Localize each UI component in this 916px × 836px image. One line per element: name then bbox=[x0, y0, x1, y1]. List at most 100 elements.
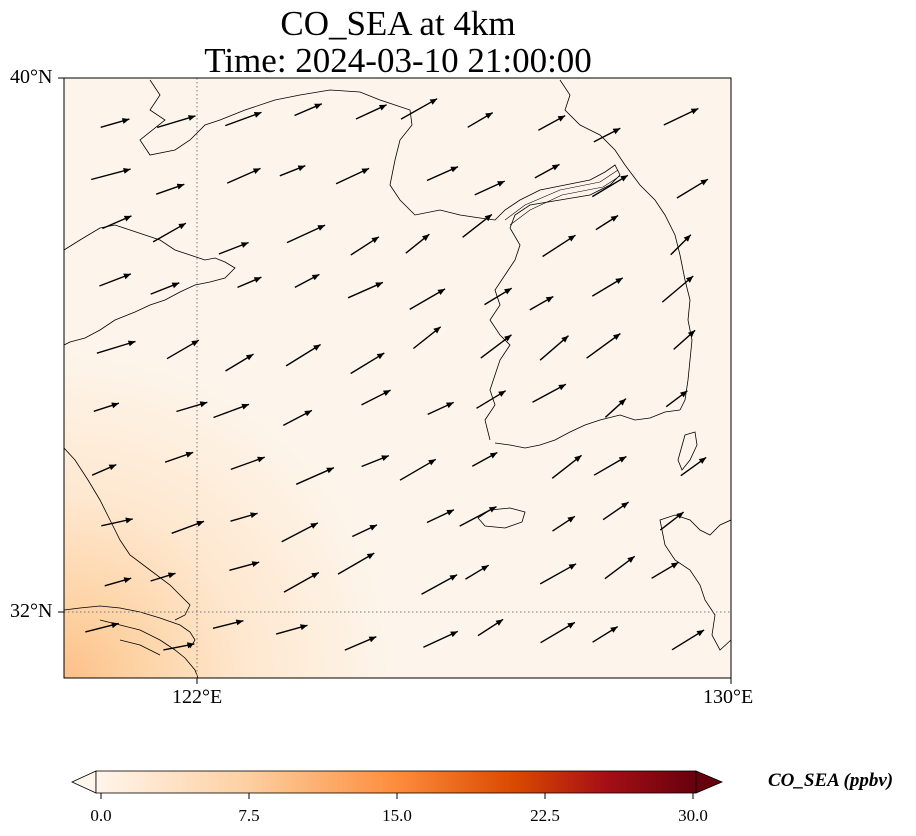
wind-arrow-head bbox=[433, 326, 441, 334]
wind-arrow-head bbox=[558, 384, 566, 391]
wind-arrow-head bbox=[568, 235, 576, 242]
colorbar-tick-4: 30.0 bbox=[678, 806, 708, 825]
wind-arrow-head bbox=[185, 451, 194, 458]
wind-arrow-head bbox=[557, 115, 566, 122]
wind-arrow-head bbox=[484, 214, 492, 222]
wind-arrow-head bbox=[368, 636, 377, 643]
wind-arrow-head bbox=[253, 277, 262, 283]
wind-arrow-head bbox=[235, 619, 244, 626]
wind-arrow-head bbox=[700, 179, 708, 186]
colorbar bbox=[71, 770, 724, 799]
wind-arrow-head bbox=[690, 108, 699, 115]
wind-arrow-head bbox=[171, 282, 180, 289]
wind-arrow-head bbox=[610, 215, 619, 222]
wind-arrow-head bbox=[123, 577, 132, 583]
wind-arrow-head bbox=[683, 234, 691, 242]
wind-arrow-head bbox=[376, 353, 385, 360]
wind-arrow-head bbox=[257, 456, 265, 463]
wind-arrow-head bbox=[437, 288, 446, 295]
wind-arrow-head bbox=[429, 98, 438, 105]
colorbar-tick-3: 22.5 bbox=[530, 806, 560, 825]
lat-label-40n: 40°N bbox=[10, 66, 53, 88]
plot-title: CO_SEA at 4km bbox=[280, 4, 516, 43]
colorbar-extend-max bbox=[695, 770, 724, 794]
wind-arrow-head bbox=[111, 622, 119, 629]
wind-arrow-head bbox=[240, 242, 249, 248]
wind-arrow-head bbox=[618, 456, 627, 463]
wind-arrow-head bbox=[326, 467, 334, 474]
wind-arrow-head bbox=[108, 464, 117, 471]
map-frame bbox=[63, 77, 732, 679]
wind-arrow-head bbox=[176, 183, 185, 190]
wind-arrow-head bbox=[245, 354, 254, 361]
wind-arrow-head bbox=[250, 512, 258, 519]
wind-arrow-head bbox=[504, 288, 512, 295]
wind-arrow-head bbox=[178, 223, 186, 230]
colorbar-tick-2: 15.0 bbox=[382, 806, 412, 825]
colorbar-body bbox=[95, 770, 697, 794]
wind-arrow-head bbox=[428, 459, 436, 466]
wind-arrow-head bbox=[361, 168, 370, 175]
wind-arrow-head bbox=[615, 277, 623, 284]
wind-arrow-head bbox=[489, 452, 498, 459]
colorbar-extend-min bbox=[71, 770, 97, 794]
wind-arrow-head bbox=[304, 410, 312, 417]
wind-arrow-head bbox=[698, 457, 707, 464]
wind-arrow-head bbox=[676, 512, 684, 519]
wind-arrow-head bbox=[446, 402, 454, 409]
colorbar-label: CO_SEA (ppbv) bbox=[768, 770, 894, 791]
wind-arrow-head bbox=[317, 225, 326, 231]
wind-arrow-head bbox=[167, 572, 176, 579]
wind-arrow-head bbox=[253, 112, 262, 118]
coastlines bbox=[64, 79, 731, 678]
wind-vectors bbox=[85, 98, 709, 651]
wind-arrow-head bbox=[618, 398, 626, 406]
wind-arrow-head bbox=[375, 282, 383, 288]
wind-arrow-head bbox=[567, 516, 575, 523]
wind-arrow-head bbox=[670, 562, 679, 569]
wind-arrow-head bbox=[371, 236, 379, 244]
wind-arrow-head bbox=[191, 340, 199, 347]
wind-arrow-head bbox=[251, 561, 260, 567]
colorbar-tick-0: 0.0 bbox=[90, 806, 112, 825]
wind-arrow-head bbox=[495, 619, 504, 626]
wind-arrow-head bbox=[504, 334, 512, 342]
wind-arrow-head bbox=[127, 340, 136, 347]
wind-arrow-head bbox=[551, 164, 560, 171]
axis-ticks bbox=[58, 77, 732, 684]
wind-arrow bbox=[337, 552, 375, 575]
wind-arrow-head bbox=[123, 168, 131, 174]
lon-label-122e: 122°E bbox=[172, 686, 223, 708]
wind-arrow-head bbox=[450, 631, 458, 638]
wind-arrow-head bbox=[680, 390, 688, 398]
wind-arrow-head bbox=[123, 215, 132, 222]
wind-arrow-head bbox=[187, 642, 195, 649]
wind-arrow-head bbox=[610, 626, 618, 633]
wind-arrow-head bbox=[196, 520, 204, 527]
wind-arrow-head bbox=[422, 234, 430, 241]
colorbar-tick-1: 7.5 bbox=[238, 806, 260, 825]
wind-arrow-head bbox=[310, 522, 318, 529]
wind-arrow-head bbox=[311, 572, 319, 579]
plot-subtitle-time: Time: 2024-03-10 21:00:00 bbox=[204, 41, 592, 80]
wind-arrow-head bbox=[314, 103, 322, 110]
wind-arrow-head bbox=[488, 506, 497, 513]
wind-arrow-head bbox=[498, 390, 506, 397]
wind-arrow-head bbox=[313, 344, 321, 351]
wind-arrow-head bbox=[446, 509, 454, 516]
wind-arrow-head bbox=[561, 335, 569, 343]
wind-arrow-head bbox=[687, 330, 696, 338]
wind-arrow-head bbox=[481, 565, 489, 572]
wind-arrow-head bbox=[111, 402, 119, 409]
wind-arrow-head bbox=[379, 104, 387, 111]
wind-arrow-head bbox=[574, 455, 582, 462]
lon-label-130e: 130°E bbox=[703, 686, 754, 708]
wind-arrow-head bbox=[311, 274, 320, 281]
wind-arrow-head bbox=[686, 276, 694, 283]
wind-arrow-head bbox=[241, 403, 249, 410]
wind-arrow-head bbox=[696, 630, 705, 637]
wind-arrow-head bbox=[497, 181, 505, 187]
lat-label-32n: 32°N bbox=[10, 600, 53, 622]
wind-arrow-head bbox=[627, 556, 635, 563]
